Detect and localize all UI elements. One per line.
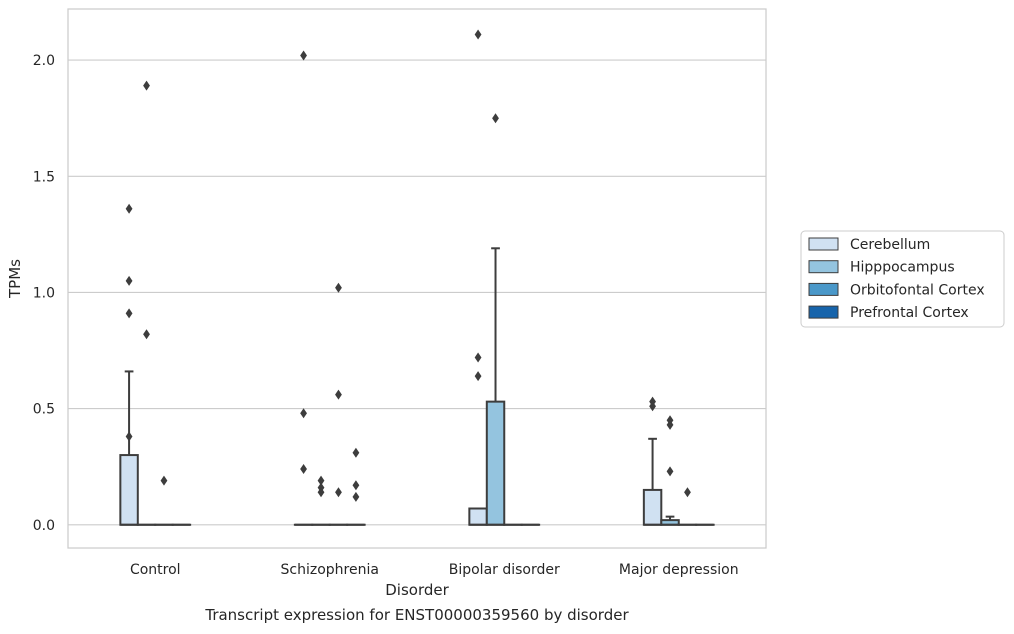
legend: Cerebellum Hipppocampus Orbitofontal Corte… [800, 230, 1005, 328]
legend-entry: Prefrontal Cortex [850, 305, 969, 321]
y-tick-label: 1.5 [33, 169, 55, 185]
outlier-point [474, 29, 482, 40]
legend-entry: Cerebellum [850, 237, 930, 253]
outlier-point [666, 466, 674, 477]
x-tick-label: Control [130, 562, 181, 578]
box-hipppocampus [311, 475, 331, 526]
outlier-point [335, 282, 342, 293]
outlier-point [160, 475, 168, 486]
box-iqr [119, 454, 139, 526]
outlier-point [684, 487, 691, 498]
plot-area [119, 29, 715, 526]
outlier-point [352, 491, 360, 502]
outlier-point [125, 431, 133, 442]
outlier-point [352, 480, 360, 491]
plot-frame [67, 8, 767, 549]
outlier-point [649, 401, 656, 412]
box-iqr [468, 507, 488, 526]
box-cerebellum [119, 203, 139, 526]
y-axis-ticks: 0.0 0.5 1.0 1.5 2.0 [33, 53, 55, 534]
outlier-point [125, 203, 133, 214]
outlier-point [125, 275, 133, 286]
outlier-point [474, 371, 482, 382]
outlier-point [300, 464, 307, 475]
legend-frame [800, 230, 1005, 328]
box-iqr [642, 488, 663, 526]
y-tick-label: 2.0 [33, 53, 55, 69]
legend-swatch [808, 305, 839, 319]
y-axis-label: TPMs [6, 259, 24, 299]
outlier-point [125, 308, 133, 319]
box-hipppocampus [485, 113, 506, 526]
outlier-point [143, 329, 150, 340]
box-hipppocampus [136, 80, 157, 526]
outlier-point [300, 50, 307, 61]
gridlines [68, 59, 766, 526]
outlier-point [335, 389, 342, 400]
box-cerebellum [293, 50, 314, 526]
legend-entry: Orbitofontal Cortex [850, 282, 985, 298]
outlier-point [335, 487, 342, 498]
box-cerebellum [468, 29, 488, 526]
outlier-point [492, 113, 499, 124]
box-orbitofontal-cortex [677, 487, 698, 526]
x-tick-label: Major depression [619, 562, 739, 578]
legend-swatch [808, 260, 839, 274]
figure-caption: Transcript expression for ENST0000035956… [205, 606, 629, 624]
box-orbitofontal-cortex [154, 475, 174, 526]
outlier-point [300, 408, 307, 419]
outlier-point [143, 80, 150, 91]
legend-swatch [808, 237, 839, 251]
x-axis-ticks: Control Schizophrenia Bipolar disorder Majo… [130, 562, 739, 578]
outlier-point [317, 475, 325, 486]
outlier-point [666, 419, 674, 430]
y-tick-label: 0.0 [33, 518, 55, 534]
outlier-point [474, 352, 482, 363]
box-iqr [485, 400, 506, 526]
legend-swatch [808, 282, 839, 296]
outlier-point [317, 487, 325, 498]
box-prefrontal-cortex [346, 447, 366, 526]
x-tick-label: Schizophrenia [281, 562, 379, 578]
legend-entry: Hipppocampus [850, 260, 955, 276]
x-tick-label: Bipolar disorder [449, 562, 560, 578]
outlier-point [352, 447, 360, 458]
y-tick-label: 0.5 [33, 402, 55, 418]
box-hipppocampus [660, 415, 680, 526]
box-orbitofontal-cortex [328, 282, 349, 526]
y-tick-label: 1.0 [33, 285, 55, 301]
x-axis-label: Disorder [385, 581, 449, 599]
box-cerebellum [642, 396, 663, 526]
